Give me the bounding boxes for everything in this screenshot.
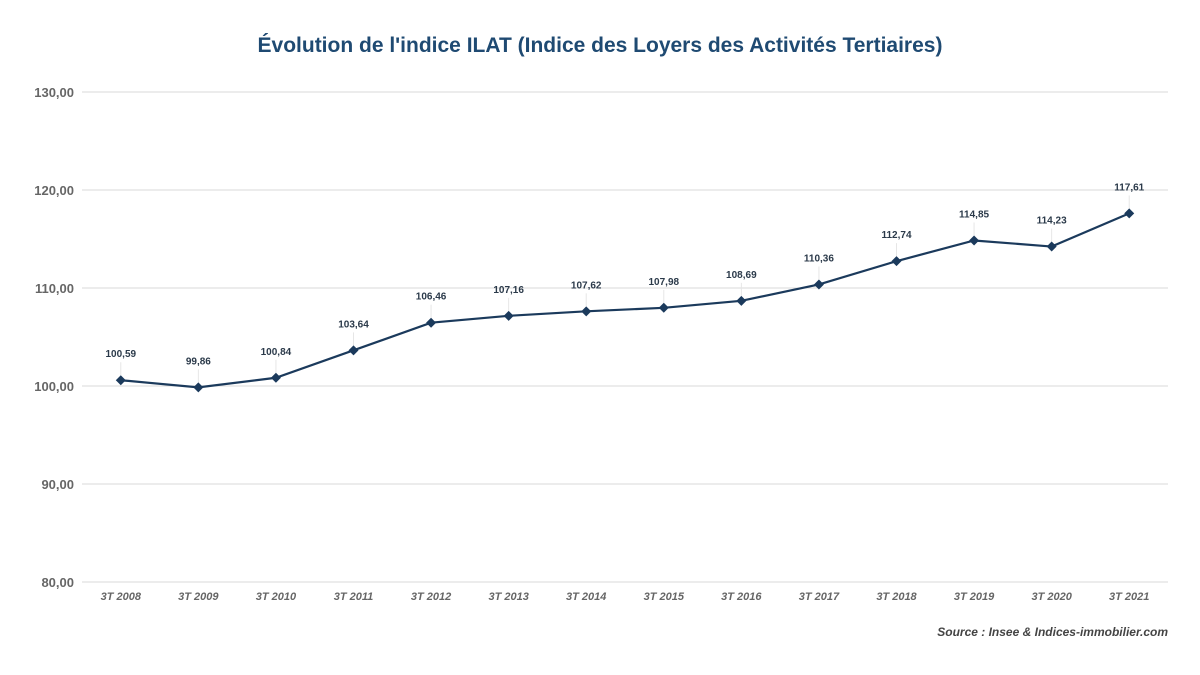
data-point-marker [969,235,980,246]
data-label: 114,85 [959,209,989,220]
data-label: 107,98 [648,277,679,288]
data-label: 99,86 [186,356,211,367]
data-point-marker [581,306,592,317]
x-tick-label: 3T 2014 [566,591,606,603]
x-tick-label: 3T 2013 [488,591,528,603]
y-tick-label: 130,00 [34,85,74,100]
data-label: 110,36 [804,253,834,264]
data-point-marker [348,345,359,356]
data-label: 106,46 [416,292,447,303]
x-tick-label: 3T 2012 [411,591,451,603]
data-label: 114,23 [1037,216,1067,227]
x-tick-label: 3T 2017 [799,591,840,603]
x-tick-label: 3T 2008 [101,591,142,603]
data-point-marker [1124,208,1135,219]
data-point-marker [658,302,669,313]
data-label: 108,69 [726,270,757,281]
source-note: Source : Insee & Indices-immobilier.com [937,625,1168,639]
y-tick-label: 100,00 [34,379,74,394]
data-label: 100,59 [105,349,136,360]
series-line [120,212,1130,389]
data-label: 117,61 [1114,182,1144,193]
x-tick-label: 3T 2016 [721,591,762,603]
data-point-marker [891,256,902,267]
x-tick-label: 3T 2011 [334,591,374,603]
data-point-marker [426,317,437,328]
x-tick-label: 3T 2021 [1109,591,1149,603]
x-tick-label: 3T 2018 [876,591,917,603]
data-label: 112,74 [881,230,911,241]
data-point-marker [115,375,126,386]
y-tick-label: 90,00 [41,477,74,492]
data-point-marker [270,372,281,383]
x-tick-label: 3T 2015 [644,591,685,603]
x-tick-label: 3T 2019 [954,591,995,603]
data-point-marker [193,382,204,393]
data-label: 100,84 [261,347,292,358]
chart-title: Évolution de l'indice ILAT (Indice des L… [257,34,943,57]
data-label: 103,64 [338,319,369,330]
data-point-marker [813,279,824,290]
data-point-marker [736,295,747,306]
data-point-marker [503,310,514,321]
y-tick-label: 80,00 [41,575,74,590]
y-tick-label: 110,00 [35,281,74,296]
x-tick-label: 3T 2020 [1031,591,1072,603]
data-point-marker [1046,241,1057,252]
x-tick-label: 3T 2010 [256,591,297,603]
data-label: 107,16 [493,285,524,296]
x-tick-label: 3T 2009 [178,591,219,603]
data-label: 107,62 [571,280,602,291]
y-tick-label: 120,00 [34,183,74,198]
